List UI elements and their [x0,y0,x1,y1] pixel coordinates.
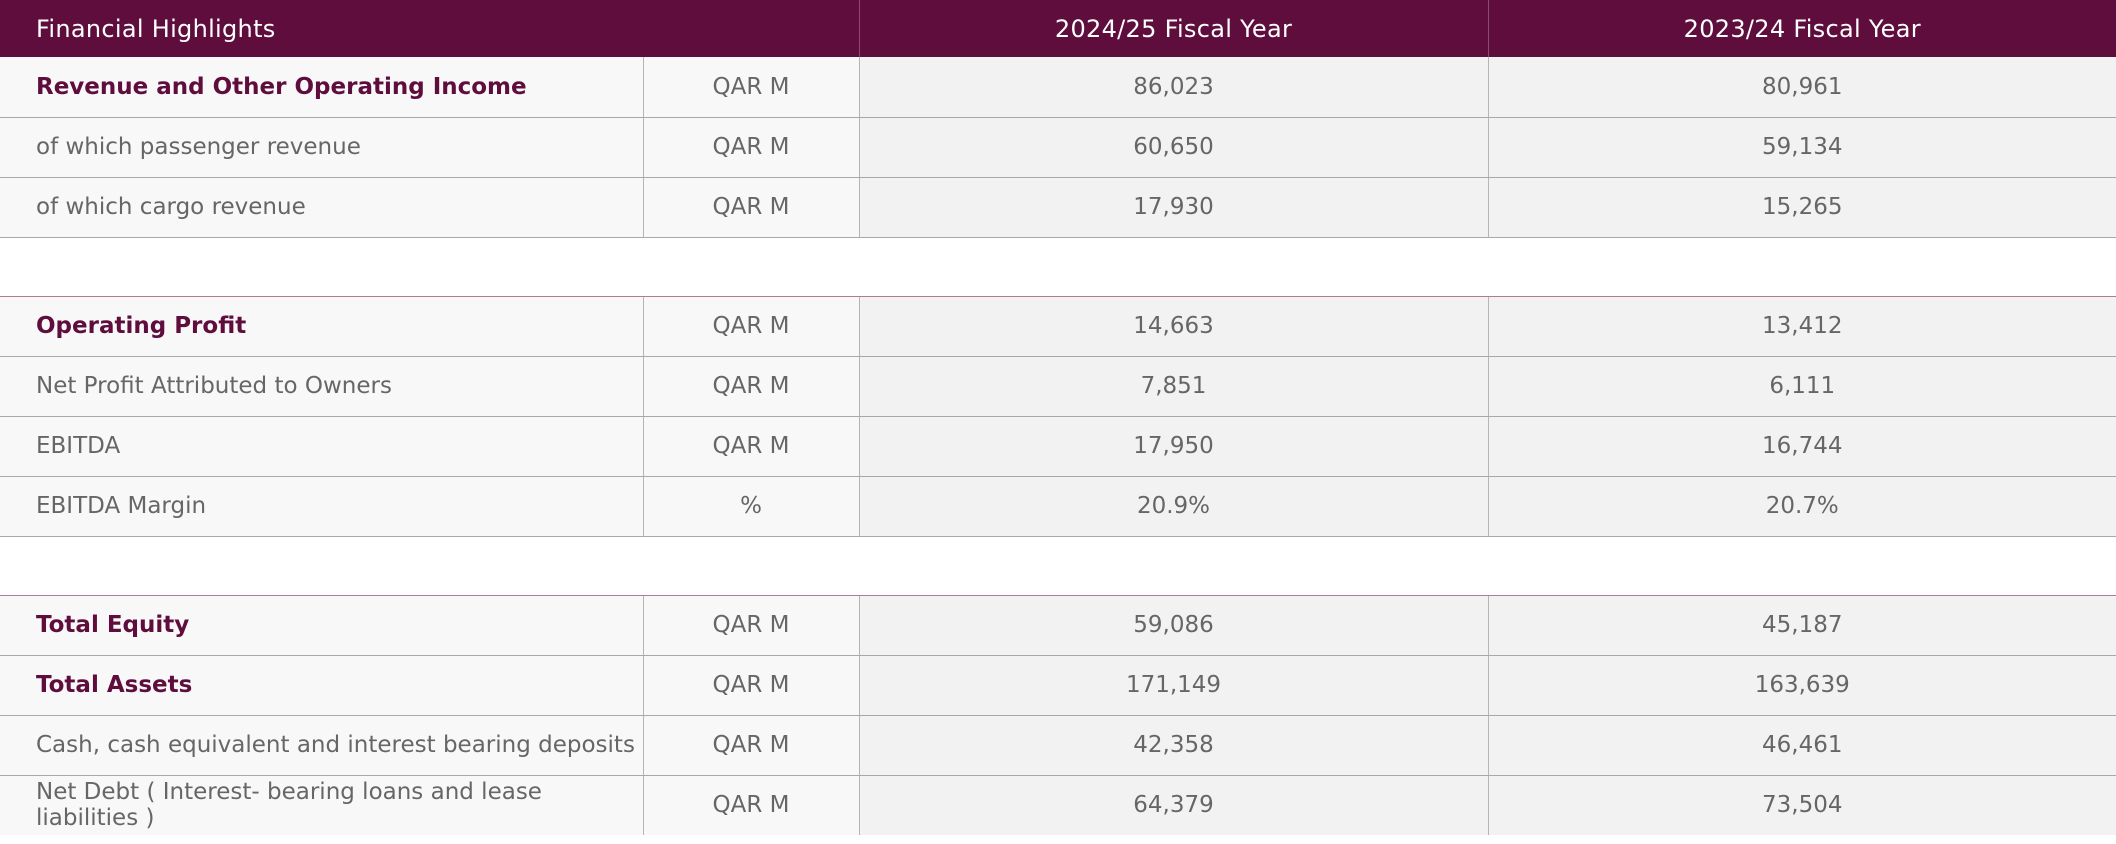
table-row: of which cargo revenue QAR M 17,930 15,265 [0,177,2116,238]
value-fy-2024-25: 17,950 [858,416,1489,477]
value-fy-2024-25: 86,023 [858,57,1489,118]
table-row: Total Assets QAR M 171,149 163,639 [0,655,2116,716]
header-title: Financial Highlights [36,14,276,43]
table-row: of which passenger revenue QAR M 60,650 59,… [0,117,2116,178]
row-unit: QAR M [642,775,860,835]
row-unit: QAR M [642,356,860,417]
row-unit: QAR M [642,296,860,357]
value-fy-2023-24: 13,412 [1487,296,2116,357]
row-label: EBITDA [0,416,643,477]
value-fy-2024-25: 14,663 [858,296,1489,357]
row-label: Cash, cash equivalent and interest beari… [0,715,643,776]
value-fy-2024-25: 42,358 [858,715,1489,776]
value-fy-2024-25: 20.9% [858,476,1489,537]
value-fy-2023-24: 16,744 [1487,416,2116,477]
value-fy-2024-25: 17,930 [858,177,1489,238]
value-fy-2023-24: 73,504 [1487,775,2116,835]
value-fy-2023-24: 59,134 [1487,117,2116,178]
value-fy-2023-24: 45,187 [1487,595,2116,656]
spacer-cell [0,237,2116,297]
row-unit: QAR M [642,595,860,656]
section-spacer [0,237,2116,297]
value-fy-2023-24: 80,961 [1487,57,2116,118]
value-fy-2023-24: 6,111 [1487,356,2116,417]
value-fy-2023-24: 20.7% [1487,476,2116,537]
row-label: Net Debt ( Interest- bearing loans and l… [0,775,643,835]
table-row: Net Debt ( Interest- bearing loans and l… [0,775,2116,835]
table-row: Operating Profit QAR M 14,663 13,412 [0,296,2116,357]
value-fy-2023-24: 46,461 [1487,715,2116,776]
value-fy-2024-25: 59,086 [858,595,1489,656]
table-row: Net Profit Attributed to Owners QAR M 7,85… [0,356,2116,417]
row-label: Total Equity [0,595,643,656]
row-unit: QAR M [642,715,860,776]
section-spacer [0,536,2116,596]
row-unit: QAR M [642,117,860,178]
row-unit: QAR M [642,57,860,118]
header-fy-2023-24: 2023/24 Fiscal Year [1487,0,2116,57]
spacer-cell [0,536,2116,596]
header-fy-2024-25: 2024/25 Fiscal Year [858,0,1489,57]
table-row: Total Equity QAR M 59,086 45,187 [0,595,2116,656]
row-label: of which passenger revenue [0,117,643,178]
row-label: Operating Profit [0,296,643,357]
value-fy-2024-25: 60,650 [858,117,1489,178]
value-fy-2023-24: 163,639 [1487,655,2116,716]
value-fy-2024-25: 64,379 [858,775,1489,835]
row-label: Total Assets [0,655,643,716]
row-unit: QAR M [642,655,860,716]
value-fy-2024-25: 171,149 [858,655,1489,716]
row-unit: QAR M [642,416,860,477]
row-unit: QAR M [642,177,860,238]
table-row: EBITDA QAR M 17,950 16,744 [0,416,2116,477]
value-fy-2023-24: 15,265 [1487,177,2116,238]
row-label: EBITDA Margin [0,476,643,537]
row-label: of which cargo revenue [0,177,643,238]
row-label: Net Profit Attributed to Owners [0,356,643,417]
table-row: EBITDA Margin% 20.9% 20.7% [0,476,2116,537]
row-label: Revenue and Other Operating Income [0,57,643,118]
row-unit: % [642,476,860,537]
table-row: Cash, cash equivalent and interest beari… [0,715,2116,776]
value-fy-2024-25: 7,851 [858,356,1489,417]
table-header-row: Financial Highlights 2024/25 Fiscal Year… [0,0,2116,57]
